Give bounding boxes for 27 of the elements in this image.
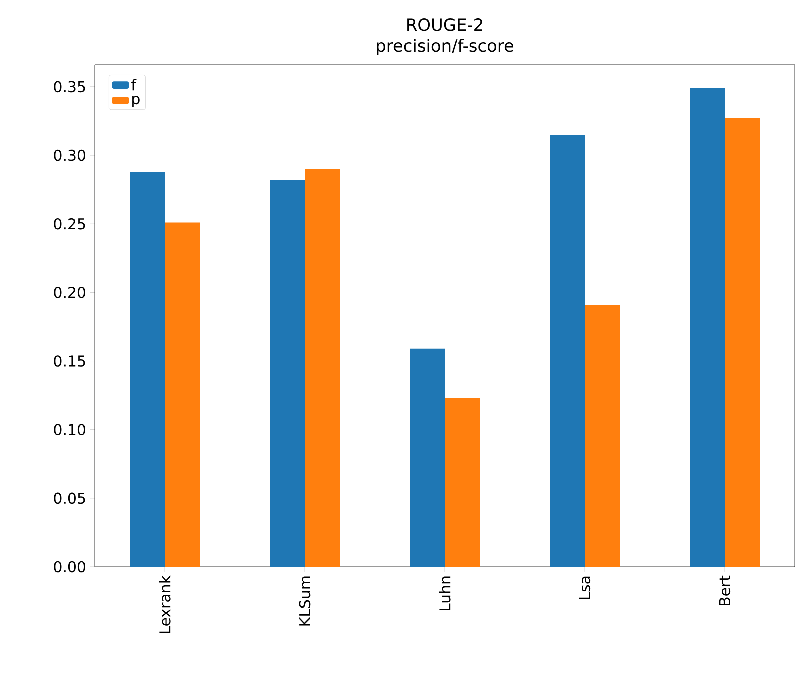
- x-tick-label: Luhn: [439, 576, 451, 611]
- y-tick-label: 0.30: [54, 150, 86, 162]
- y-tick-label: 0.10: [54, 424, 86, 436]
- bar: [270, 180, 306, 567]
- bar: [585, 305, 620, 567]
- x-tick-label: KLSum: [299, 576, 311, 626]
- y-tick-label: 0.20: [54, 287, 86, 298]
- x-tick-label: Lexrank: [159, 576, 171, 634]
- chart-title: ROUGE-2: [408, 18, 482, 32]
- y-tick-label: 0.35: [54, 81, 86, 93]
- y-tick-label: 0.00: [54, 561, 86, 573]
- chart-subtitle: precision/f-score: [377, 39, 514, 56]
- bar: [445, 398, 480, 567]
- bar: [305, 169, 340, 567]
- y-tick-label: 0.15: [54, 356, 86, 367]
- bar: [165, 222, 200, 567]
- y-tick-label: 0.05: [54, 492, 86, 504]
- legend-label: p: [132, 96, 140, 108]
- bar: [725, 118, 760, 567]
- y-tick-label: 0.25: [54, 218, 86, 230]
- x-tick-label: Bert: [719, 576, 731, 606]
- bar: [690, 88, 726, 567]
- bar: [550, 134, 586, 567]
- bar: [130, 172, 165, 567]
- legend-label: f: [132, 79, 137, 91]
- bar: [410, 348, 446, 567]
- x-tick-label: Lsa: [579, 576, 591, 600]
